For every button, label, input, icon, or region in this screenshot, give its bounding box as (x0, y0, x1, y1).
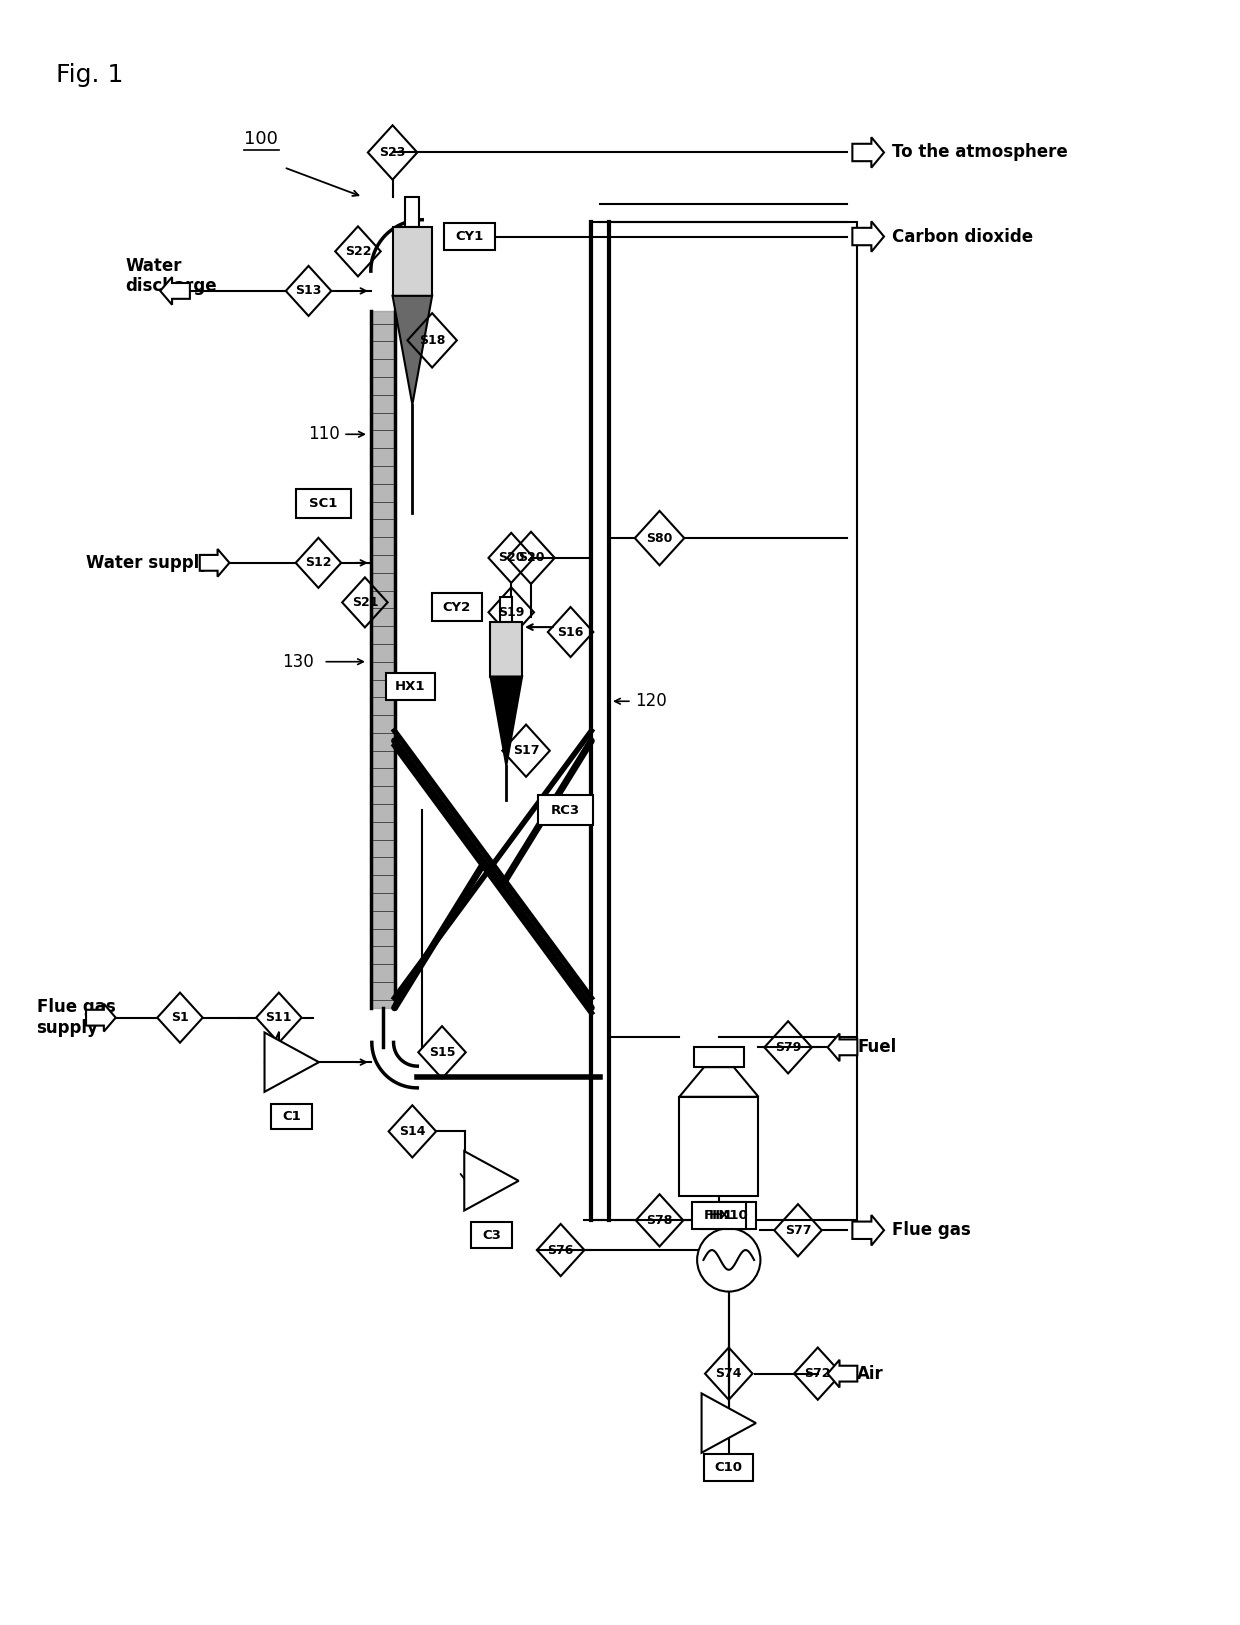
Text: S13: S13 (295, 284, 321, 297)
Bar (491, 622, 522, 676)
Text: S20: S20 (498, 551, 525, 564)
Bar (444, 223, 496, 250)
Text: S17: S17 (513, 744, 539, 757)
Text: 120: 120 (635, 692, 667, 710)
Text: RC3: RC3 (551, 803, 580, 816)
Bar (272, 1103, 312, 1129)
Bar (393, 226, 432, 296)
Text: C1: C1 (283, 1110, 301, 1123)
Bar (590, 221, 857, 1220)
Text: S23: S23 (379, 146, 405, 159)
Text: C3: C3 (482, 1228, 501, 1242)
Bar (386, 673, 435, 700)
Polygon shape (827, 1360, 857, 1388)
Text: S21: S21 (352, 596, 378, 609)
Text: Flue gas: Flue gas (892, 1222, 971, 1240)
Text: Water
discharge: Water discharge (125, 257, 217, 296)
Bar (694, 1048, 744, 1068)
Bar (538, 795, 593, 826)
Text: S16: S16 (557, 626, 584, 639)
Text: Air: Air (857, 1365, 884, 1383)
Text: SC1: SC1 (309, 497, 337, 510)
Text: S72: S72 (805, 1367, 831, 1380)
Bar (680, 1097, 759, 1196)
Polygon shape (680, 1068, 759, 1097)
Text: HX1: HX1 (396, 679, 425, 692)
Text: S74: S74 (715, 1367, 742, 1380)
Polygon shape (852, 221, 884, 252)
Text: S11: S11 (265, 1011, 293, 1024)
Text: Water supply: Water supply (86, 554, 210, 572)
Bar (471, 1222, 512, 1248)
Bar (432, 593, 481, 621)
Text: 110: 110 (309, 426, 340, 444)
Polygon shape (827, 1034, 857, 1061)
Text: S1: S1 (171, 1011, 188, 1024)
Text: S12: S12 (305, 556, 331, 569)
Polygon shape (702, 1393, 756, 1453)
Text: S18: S18 (419, 333, 445, 346)
Text: S78: S78 (646, 1214, 673, 1227)
Text: S76: S76 (548, 1243, 574, 1256)
Polygon shape (393, 296, 432, 405)
Text: S22: S22 (345, 245, 371, 258)
Bar (501, 598, 512, 622)
Bar (405, 197, 419, 226)
Bar (296, 489, 351, 518)
Polygon shape (86, 1004, 115, 1032)
Polygon shape (160, 278, 190, 306)
Text: 130: 130 (281, 653, 314, 671)
Text: Flue gas
supply: Flue gas supply (37, 998, 115, 1037)
Text: CY2: CY2 (443, 601, 471, 614)
Text: S77: S77 (785, 1224, 811, 1237)
Polygon shape (264, 1032, 319, 1092)
Circle shape (697, 1228, 760, 1292)
Polygon shape (852, 136, 884, 167)
Text: HX10: HX10 (709, 1209, 749, 1222)
Text: Carbon dioxide: Carbon dioxide (892, 228, 1033, 245)
Bar (701, 1201, 756, 1228)
Text: 100: 100 (244, 130, 278, 148)
Text: S79: S79 (775, 1042, 801, 1055)
Polygon shape (491, 676, 522, 765)
Text: Fig. 1: Fig. 1 (56, 63, 124, 88)
Text: S20: S20 (518, 551, 544, 564)
Polygon shape (852, 1216, 884, 1245)
Text: S80: S80 (646, 531, 673, 544)
Text: S14: S14 (399, 1124, 425, 1138)
Text: CY1: CY1 (455, 231, 484, 244)
Text: FH1: FH1 (704, 1209, 734, 1222)
Bar (704, 1454, 754, 1482)
Text: S15: S15 (429, 1046, 455, 1060)
Text: S19: S19 (498, 606, 525, 619)
Polygon shape (200, 549, 229, 577)
Text: Fuel: Fuel (857, 1038, 897, 1056)
Bar (692, 1201, 746, 1228)
Text: C10: C10 (714, 1461, 743, 1474)
Polygon shape (464, 1150, 518, 1211)
Text: To the atmosphere: To the atmosphere (892, 143, 1068, 161)
